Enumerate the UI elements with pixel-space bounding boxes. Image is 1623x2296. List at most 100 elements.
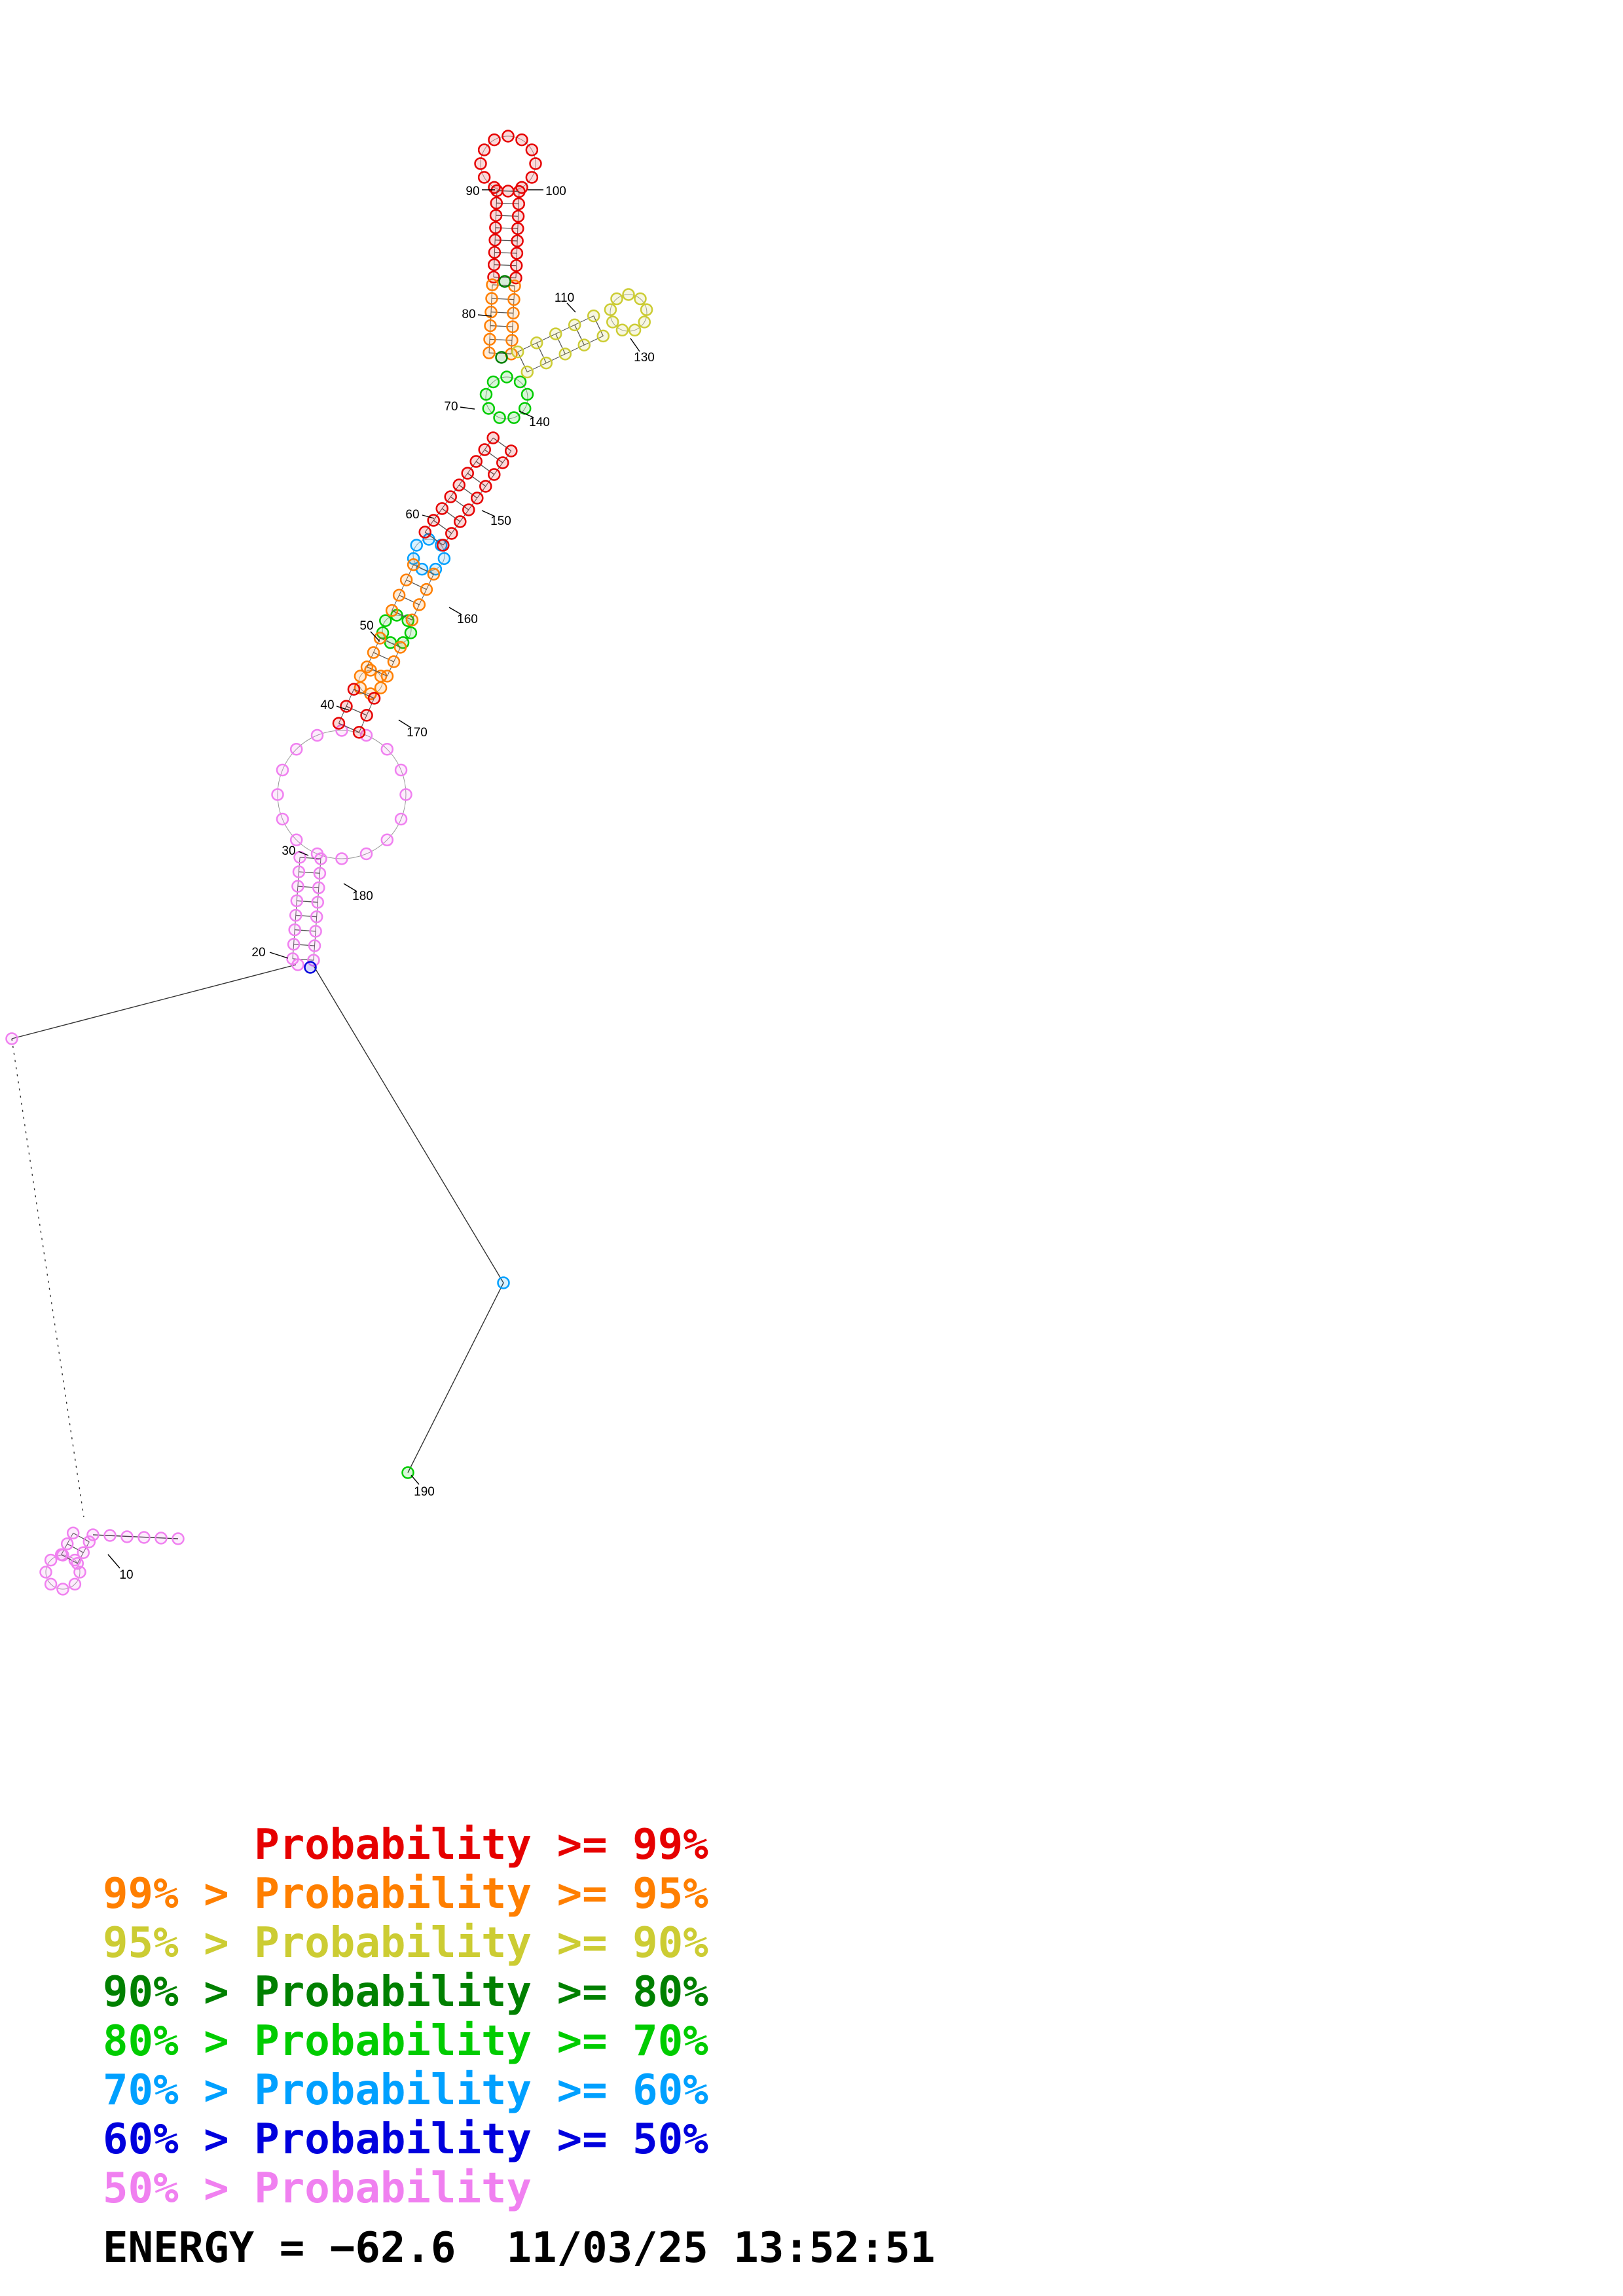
position-label-70: 70 bbox=[444, 400, 475, 414]
base-pair-line bbox=[373, 652, 394, 662]
nucleotide-dot bbox=[399, 788, 412, 801]
label-leader-line bbox=[107, 1554, 120, 1569]
legend-entry: Probability >= 99% bbox=[103, 1821, 708, 1869]
nucleotide-dot bbox=[71, 1556, 84, 1570]
position-label-40: 40 bbox=[320, 698, 350, 712]
nucleotide-dot bbox=[539, 356, 553, 370]
nucleotide-dot bbox=[404, 626, 418, 639]
nucleotide-dot bbox=[498, 275, 511, 288]
nucleotide-dot bbox=[44, 1577, 58, 1591]
base-pair-line bbox=[367, 666, 388, 677]
loop-big-loop bbox=[271, 724, 412, 865]
position-number: 190 bbox=[414, 1485, 435, 1499]
nucleotide-dot bbox=[512, 197, 526, 211]
nucleotide-dot bbox=[640, 303, 653, 316]
nucleotide-dot bbox=[354, 670, 367, 683]
nucleotide-dot bbox=[549, 327, 562, 340]
base-pair-line bbox=[297, 900, 318, 903]
helix-strand-line bbox=[292, 857, 301, 959]
nucleotide-dot bbox=[587, 309, 600, 323]
nucleotide-dot bbox=[86, 1528, 100, 1541]
legend-entry: 90% > Probability >= 80% bbox=[103, 1968, 708, 2017]
nucleotide-dot bbox=[505, 334, 519, 347]
legend-entry: 50% > Probability bbox=[103, 2164, 532, 2213]
nucleotide-dot bbox=[427, 514, 440, 527]
nucleotide-dot bbox=[399, 573, 413, 586]
nucleotide-dot bbox=[172, 1532, 185, 1545]
nucleotide-dot bbox=[513, 375, 527, 389]
base-pair-line bbox=[299, 857, 321, 859]
nucleotide-dot bbox=[410, 539, 423, 552]
legend-entry: 80% > Probability >= 70% bbox=[103, 2017, 708, 2066]
nucleotide-dot bbox=[54, 1548, 68, 1562]
label-leader-line bbox=[481, 510, 496, 517]
nucleotide-dot bbox=[137, 1531, 151, 1544]
nucleotide-dot bbox=[394, 812, 408, 826]
nucleotide-dot bbox=[60, 1537, 74, 1551]
position-label-130: 130 bbox=[630, 338, 655, 365]
base-pair-line bbox=[555, 333, 566, 355]
nucleotide-dot bbox=[500, 370, 513, 384]
nucleotide-dot bbox=[488, 234, 501, 247]
position-number: 170 bbox=[407, 726, 428, 740]
base-pair-line bbox=[73, 1532, 90, 1543]
nucleotide-dot bbox=[307, 954, 320, 967]
helix-helix-4 bbox=[360, 632, 407, 683]
nucleotide-dot bbox=[392, 588, 406, 602]
base-pair-line bbox=[406, 579, 427, 590]
base-pair-line bbox=[450, 496, 469, 511]
nucleotide-dot bbox=[335, 852, 348, 865]
nucleotide-dot bbox=[374, 681, 388, 694]
position-number: 60 bbox=[405, 508, 419, 522]
nucleotide-dot bbox=[82, 1535, 96, 1549]
position-label-100: 100 bbox=[528, 185, 566, 198]
nucleotide-dot bbox=[444, 490, 457, 503]
nucleotide-dot bbox=[596, 329, 610, 343]
nucleotide-dot bbox=[380, 742, 394, 756]
position-number: 100 bbox=[545, 185, 566, 198]
helix-stem-top bbox=[487, 184, 526, 285]
nucleotide-dot bbox=[290, 894, 304, 908]
nucleotide-dot bbox=[44, 1553, 58, 1567]
nucleotide-dot bbox=[525, 143, 539, 156]
nucleotide-dot bbox=[477, 171, 491, 184]
label-leader-line bbox=[370, 631, 380, 642]
nucleotide-dot bbox=[488, 245, 501, 259]
base-pair-line bbox=[496, 202, 519, 205]
position-number: 40 bbox=[320, 698, 334, 712]
label-leader-line bbox=[477, 314, 492, 317]
base-pair-line bbox=[295, 914, 317, 918]
position-number: 90 bbox=[465, 185, 479, 198]
position-number: 180 bbox=[352, 889, 373, 903]
position-number: 50 bbox=[359, 619, 373, 633]
label-leader-line bbox=[448, 607, 462, 615]
legend-entry: 99% > Probability >= 95% bbox=[103, 1870, 708, 1918]
position-label-170: 170 bbox=[398, 719, 428, 740]
legend-entry: 70% > Probability >= 60% bbox=[103, 2066, 708, 2115]
nucleotide-dot bbox=[628, 323, 642, 337]
nucleotide-dot bbox=[103, 1529, 117, 1542]
nucleotide-dot bbox=[634, 292, 647, 306]
label-leader-line bbox=[269, 952, 289, 959]
base-pair-line bbox=[488, 352, 512, 355]
nucleotide-dot bbox=[291, 880, 304, 893]
nucleotide-dot bbox=[482, 402, 496, 415]
backbone-line bbox=[312, 964, 504, 1473]
position-number: 140 bbox=[529, 416, 550, 429]
nucleotide-dot bbox=[484, 319, 497, 332]
nucleotide-dot bbox=[155, 1532, 168, 1545]
label-leader-line bbox=[398, 719, 412, 728]
nucleotide-dot bbox=[310, 910, 323, 924]
base-pair-line bbox=[493, 276, 517, 279]
nucleotide-dot bbox=[497, 1276, 510, 1289]
nucleotide-dot bbox=[347, 683, 361, 696]
position-label-140: 140 bbox=[519, 410, 550, 429]
position-label-80: 80 bbox=[462, 308, 492, 321]
nucleotide-dot bbox=[359, 728, 373, 742]
nucleotide-dot bbox=[489, 221, 502, 234]
nucleotide-dot bbox=[507, 411, 520, 424]
nucleotide-dot bbox=[292, 865, 306, 878]
nucleotide-dot bbox=[289, 742, 303, 756]
base-pair-line bbox=[433, 520, 452, 534]
loop-interior-loop-2 bbox=[376, 609, 418, 649]
